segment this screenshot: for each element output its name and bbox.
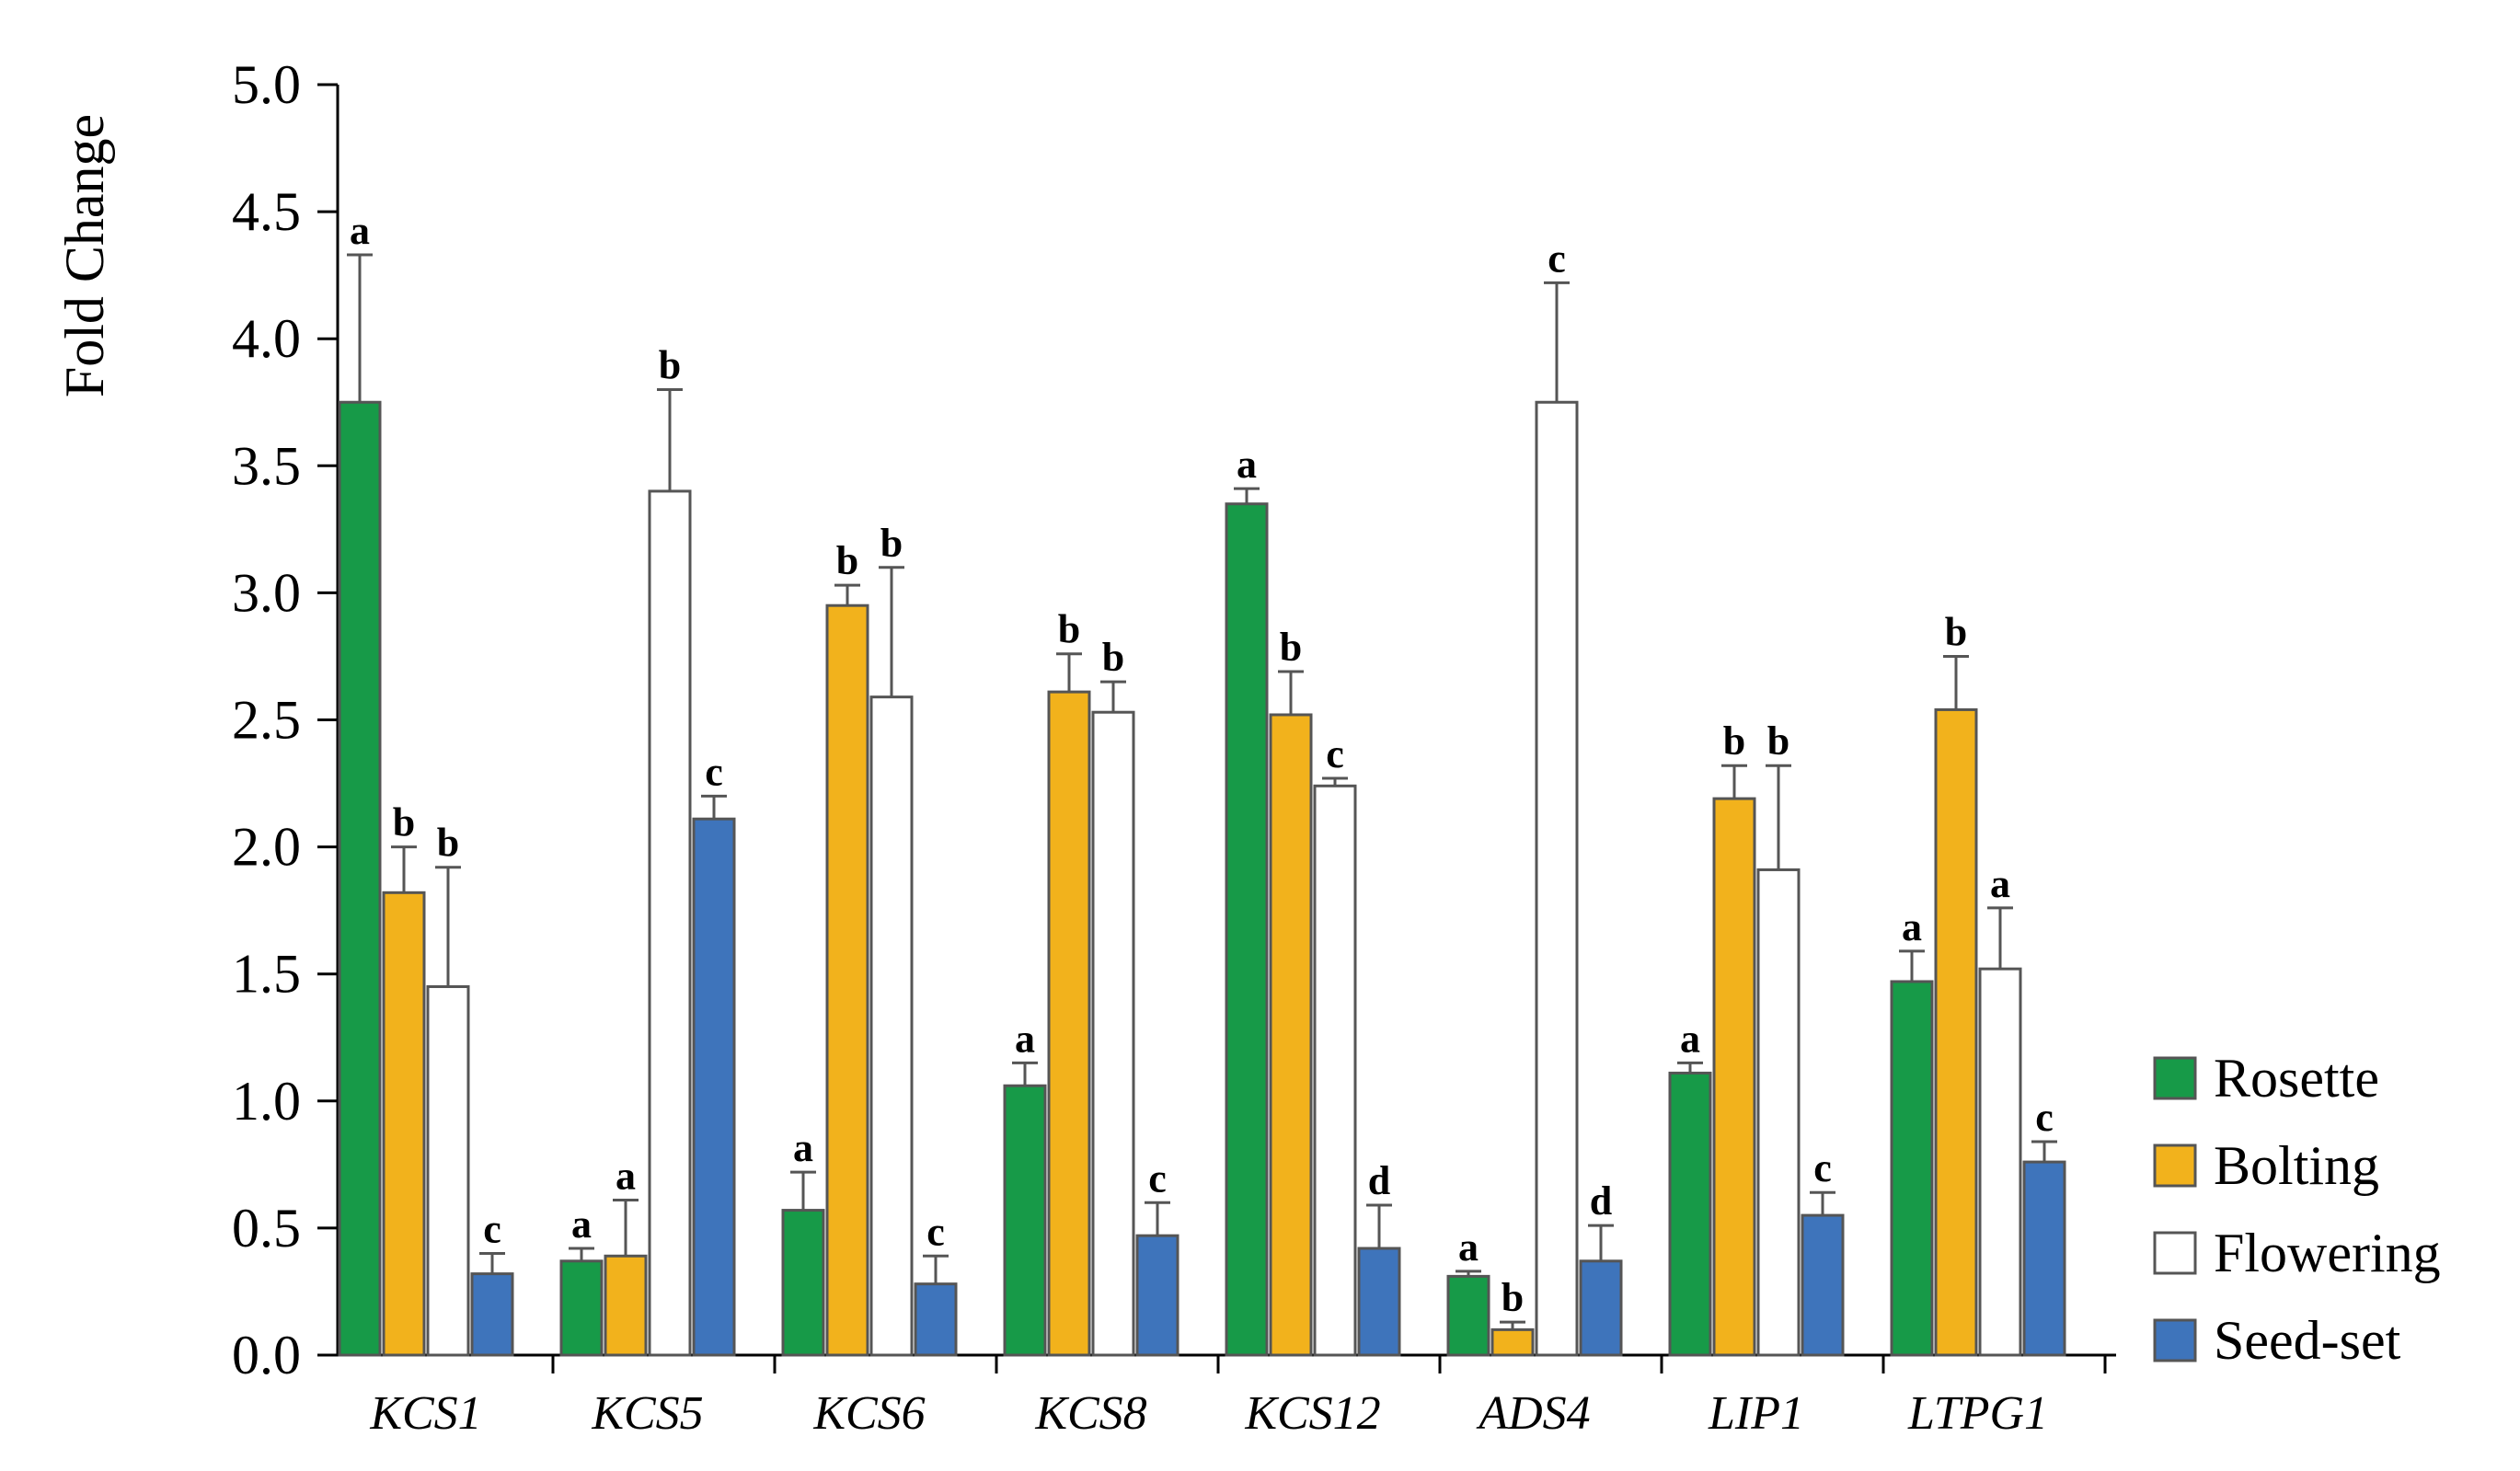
significance-letter: c [1548,236,1566,281]
significance-letter: b [437,821,459,866]
significance-letter: b [1502,1275,1524,1320]
significance-letter: c [1326,731,1344,776]
legend: Rosette Bolting Flowering Seed-set [2153,1048,2441,1371]
y-tick-label: 4.5 [232,181,301,242]
significance-letter: a [793,1125,813,1170]
axes: 0.0 0.5 1.0 1.5 2.0 2.5 3.0 3.5 4.0 4.5 5.0 [232,54,2116,1385]
significance-letter: b [836,538,858,583]
significance-letter: b [880,521,903,566]
category-label: ADS4 [1476,1387,1590,1440]
significance-letter: a [1015,1016,1035,1061]
y-tick-label: 2.0 [232,817,301,878]
bar-rosette-ads4 [1446,1274,1490,1357]
significance-letter: b [659,342,681,387]
significance-letter: a [1990,861,2010,906]
bar-series [338,253,2066,1357]
legend-swatch-rosette [2153,1056,2197,1100]
bar-bolting-ltpg1 [1934,707,1978,1357]
bar-rosette-kcs6 [781,1209,825,1357]
significance-letter: a [1237,442,1257,487]
significance-letter: a [571,1201,592,1247]
bar-seed-set-kcs12 [1357,1247,1401,1357]
bar-flowering-kcs1 [426,985,470,1357]
legend-label-rosette: Rosette [2214,1048,2379,1109]
y-tick-label: 3.0 [232,562,301,623]
bar-bolting-kcs6 [825,603,869,1357]
significance-letter: b [1723,718,1745,764]
category-label: KCS8 [1034,1387,1146,1440]
bar-seed-set-ltpg1 [2022,1160,2066,1357]
bar-rosette-kcs12 [1225,502,1269,1357]
bar-flowering-ads4 [1535,400,1579,1357]
bar-flowering-ltpg1 [1978,967,2022,1357]
y-tick-label: 0.0 [232,1325,301,1385]
y-tick-label: 1.5 [232,944,301,1005]
significance-letter: b [1945,609,1967,654]
bar-rosette-ltpg1 [1890,980,1934,1357]
significance-letter: a [1902,904,1922,949]
bar-rosette-kcs8 [1003,1084,1047,1357]
significance-letter: b [393,800,415,845]
bar-rosette-kcs5 [559,1259,604,1357]
significance-letter: d [1368,1158,1390,1203]
category-labels: KCS1 KCS5 KCS6 KCS8 KCS12 ADS4 LIP1 LTPG1 [369,1387,2048,1440]
category-label: KCS1 [369,1387,481,1440]
bar-bolting-kcs5 [604,1254,648,1357]
category-label: KCS6 [812,1387,925,1440]
legend-label-seed-set: Seed-set [2214,1310,2401,1371]
bar-bolting-ads4 [1490,1327,1535,1357]
y-axis-label: Fold Change [54,114,115,397]
bar-flowering-kcs6 [869,695,914,1357]
y-tick-label: 1.0 [232,1071,301,1132]
bar-flowering-lip1 [1756,868,1801,1357]
y-tick-label: 3.5 [232,435,301,496]
significance-letter: d [1590,1178,1612,1224]
significance-letter: a [1680,1016,1700,1061]
bar-seed-set-lip1 [1801,1213,1845,1357]
significance-letter: c [926,1209,945,1254]
significance-letter: b [1767,718,1789,764]
significance-letter: c [705,749,723,794]
y-tick-label: 5.0 [232,54,301,115]
significance-letter: a [1458,1224,1479,1270]
bar-rosette-lip1 [1668,1071,1712,1357]
legend-swatch-flowering [2153,1231,2197,1275]
bar-seed-set-kcs5 [692,817,736,1357]
significance-letter: b [1280,625,1302,670]
significance-letter: b [1058,607,1080,652]
y-tick-label: 0.5 [232,1198,301,1258]
bar-flowering-kcs8 [1091,710,1135,1357]
y-tick-label: 2.5 [232,690,301,751]
bar-seed-set-ads4 [1579,1259,1623,1357]
bar-seed-set-kcs8 [1135,1234,1179,1357]
significance-letter: a [350,208,370,253]
legend-swatch-bolting [2153,1143,2197,1188]
y-tick-label: 4.0 [232,308,301,369]
bar-seed-set-kcs1 [470,1272,514,1357]
significance-letter: b [1102,635,1124,680]
category-label: LIP1 [1708,1387,1804,1440]
category-label: LTPG1 [1907,1387,2048,1440]
bar-flowering-kcs5 [648,489,692,1357]
significance-letter: c [2035,1095,2054,1140]
bar-bolting-lip1 [1712,797,1756,1357]
legend-label-flowering: Flowering [2214,1223,2441,1283]
legend-label-bolting: Bolting [2214,1135,2379,1196]
bar-bolting-kcs8 [1047,690,1091,1357]
bar-bolting-kcs1 [382,891,426,1357]
category-label: KCS5 [591,1387,703,1440]
bar-rosette-kcs1 [338,400,382,1357]
legend-swatch-seed-set [2153,1318,2197,1362]
bar-flowering-kcs12 [1313,784,1357,1357]
bar-seed-set-kcs6 [914,1282,958,1357]
significance-letter: c [1813,1145,1832,1190]
significance-letter: a [616,1154,636,1199]
category-label: KCS12 [1244,1387,1380,1440]
bar-bolting-kcs12 [1269,713,1313,1357]
significance-letter: c [483,1207,501,1252]
significance-letter: c [1148,1155,1167,1201]
